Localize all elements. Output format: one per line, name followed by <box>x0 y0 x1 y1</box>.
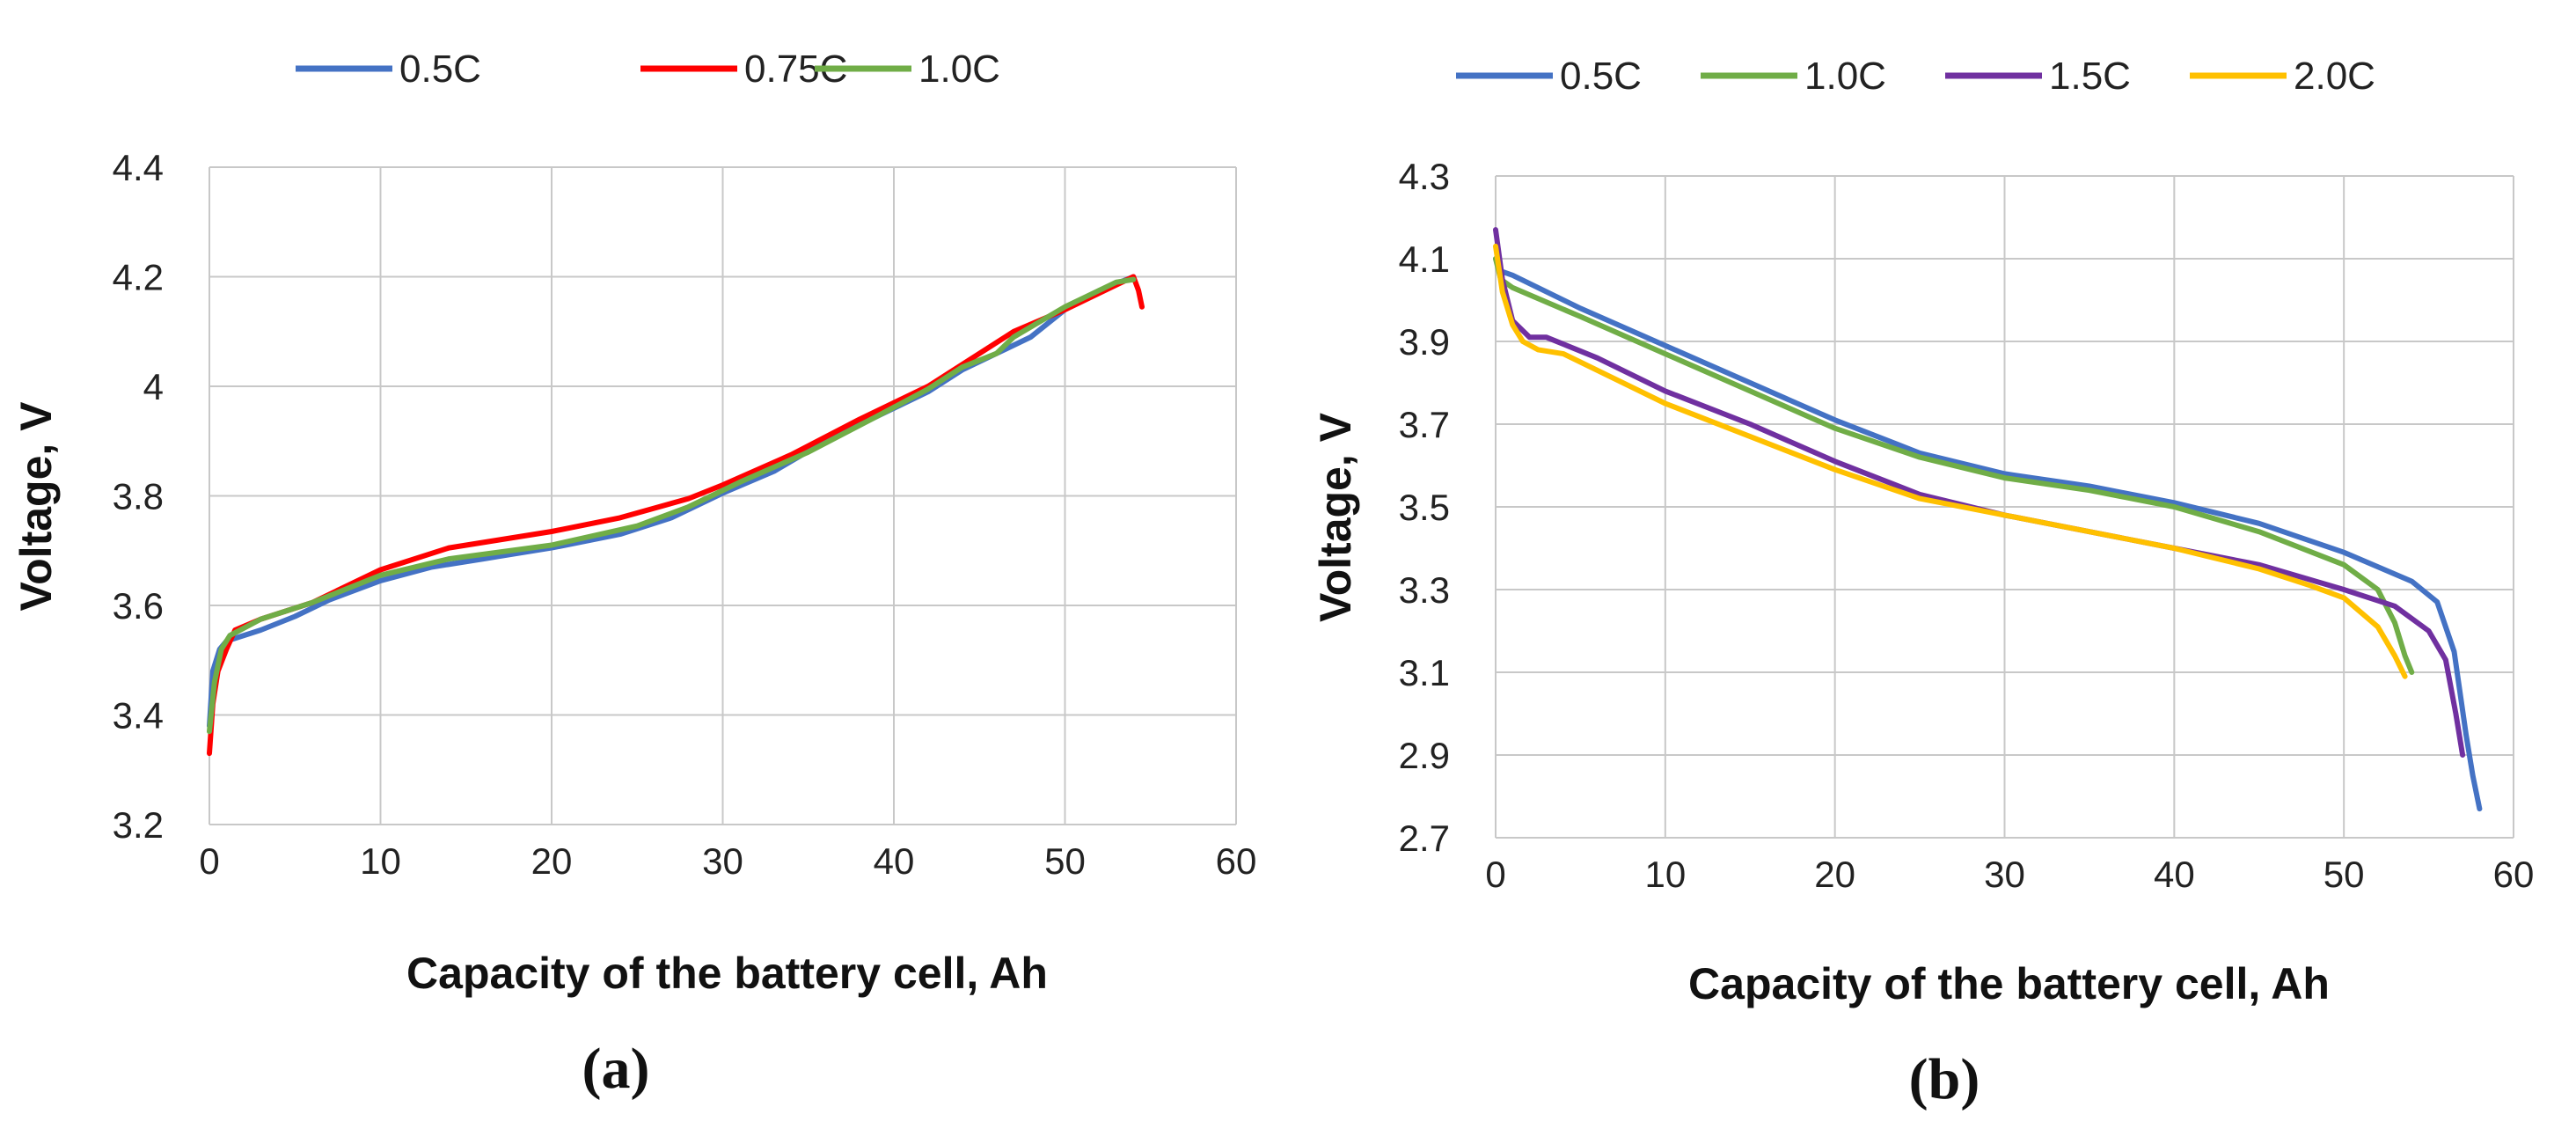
y-tick-label: 4.1 <box>1399 238 1450 280</box>
chart-b: 0 10 20 30 40 50 60 2.7 2.9 3.1 3.3 3.5 3.7 3.9 4.1 4.3… <box>1311 55 2534 1111</box>
y-tick-label: 3.2 <box>113 804 164 846</box>
legend-label: 2.0C <box>2294 55 2375 98</box>
chart-a: 0 10 20 30 40 50 603.23.43.63.844.24.40.5C 0.75… <box>11 48 1256 1101</box>
x-axis-title: Capacity of the battery cell, Ah <box>406 949 1048 998</box>
legend-label: 1.0C <box>918 48 1000 91</box>
y-tick-label: 3.3 <box>1399 569 1450 611</box>
x-tick-label: 30 <box>1984 854 2025 895</box>
x-tick-label: 10 <box>1644 854 1686 895</box>
x-tick-label: 10 <box>360 840 401 882</box>
x-tick-label: 60 <box>2493 854 2535 895</box>
y-tick-label: 2.9 <box>1399 735 1450 776</box>
y-tick-label: 3.6 <box>113 585 164 627</box>
x-tick-label: 40 <box>874 840 915 882</box>
panel-label-a: (a) <box>582 1037 650 1101</box>
y-axis-title: Voltage, V <box>1311 412 1360 622</box>
x-axis-title: Capacity of the battery cell, Ah <box>1688 959 2330 1008</box>
series-line-1-0c <box>207 276 1137 735</box>
panel-label-b: (b) <box>1909 1047 1980 1111</box>
x-tick-label: 20 <box>531 840 573 882</box>
series-line-0-5c <box>1493 256 2483 812</box>
y-tick-label: 4 <box>143 366 164 407</box>
legend-label: 1.5C <box>2049 55 2131 98</box>
y-tick-label: 2.7 <box>1399 817 1450 859</box>
y-tick-label: 4.3 <box>1399 156 1450 197</box>
y-tick-label: 3.7 <box>1399 404 1450 445</box>
y-tick-label: 3.5 <box>1399 487 1450 528</box>
y-tick-label: 4.4 <box>113 147 164 188</box>
legend-label: 1.0C <box>1804 55 1886 98</box>
y-tick-label: 3.8 <box>113 476 164 517</box>
x-tick-label: 60 <box>1216 840 1257 882</box>
y-tick-label: 3.4 <box>113 695 164 737</box>
x-tick-label: 20 <box>1814 854 1855 895</box>
y-tick-label: 3.9 <box>1399 321 1450 363</box>
x-tick-label: 50 <box>1044 840 1086 882</box>
y-tick-label: 3.1 <box>1399 652 1450 693</box>
y-axis-title: Voltage, V <box>11 401 61 612</box>
legend-label: 0.5C <box>1560 55 1642 98</box>
x-tick-label: 0 <box>1485 854 1505 895</box>
x-tick-label: 40 <box>2154 854 2195 895</box>
x-tick-label: 30 <box>702 840 743 882</box>
legend-label: 0.5C <box>399 48 481 91</box>
series-line-2-0c <box>1493 243 2408 679</box>
y-tick-label: 4.2 <box>113 257 164 298</box>
x-tick-label: 0 <box>199 840 219 882</box>
x-tick-label: 50 <box>2324 854 2365 895</box>
